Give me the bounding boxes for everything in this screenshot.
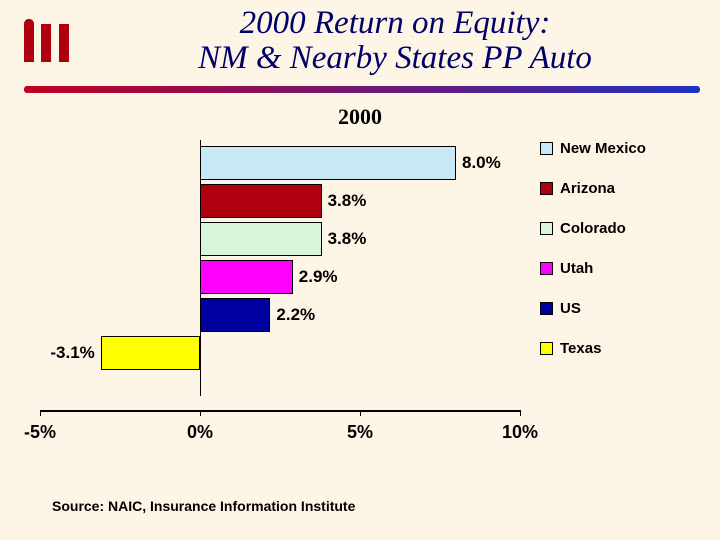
title-line-2: NM & Nearby States PP Auto xyxy=(90,41,700,76)
iii-logo xyxy=(24,24,72,62)
legend-label: New Mexico xyxy=(560,140,646,157)
legend-label: Utah xyxy=(560,260,593,277)
legend-label: Colorado xyxy=(560,220,626,237)
bar-arizona xyxy=(200,184,322,218)
x-tick xyxy=(200,410,201,416)
legend-swatch xyxy=(540,302,553,315)
legend-label: Arizona xyxy=(560,180,615,197)
bar-texas xyxy=(101,336,200,370)
source-citation: Source: NAIC, Insurance Information Inst… xyxy=(52,498,355,514)
legend-swatch xyxy=(540,222,553,235)
legend-swatch xyxy=(540,342,553,355)
chart-title: 2000 xyxy=(0,104,720,130)
bar-value-label: 3.8% xyxy=(328,229,367,249)
bar-value-label: -3.1% xyxy=(50,343,94,363)
bar-colorado xyxy=(200,222,322,256)
x-tick-label: -5% xyxy=(24,422,56,443)
roe-bar-chart: 8.0%3.8%3.8%2.9%2.2%-3.1%-5%0%5%10% New … xyxy=(40,140,680,450)
title-line-1: 2000 Return on Equity: xyxy=(90,6,700,41)
x-tick-label: 0% xyxy=(187,422,213,443)
bar-value-label: 8.0% xyxy=(462,153,501,173)
x-tick-label: 5% xyxy=(347,422,373,443)
bar-new-mexico xyxy=(200,146,456,180)
x-tick xyxy=(360,410,361,416)
bar-value-label: 2.2% xyxy=(276,305,315,325)
x-axis-line xyxy=(40,410,520,412)
x-tick xyxy=(520,410,521,416)
plot-area: 8.0%3.8%3.8%2.9%2.2%-3.1%-5%0%5%10% xyxy=(40,140,520,450)
legend-swatch xyxy=(540,142,553,155)
slide-title: 2000 Return on Equity: NM & Nearby State… xyxy=(90,6,700,75)
x-tick xyxy=(40,410,41,416)
bar-value-label: 3.8% xyxy=(328,191,367,211)
bar-us xyxy=(200,298,270,332)
bar-value-label: 2.9% xyxy=(299,267,338,287)
bar-utah xyxy=(200,260,293,294)
legend-swatch xyxy=(540,182,553,195)
legend-label: US xyxy=(560,300,581,317)
gradient-divider xyxy=(24,86,700,93)
legend-swatch xyxy=(540,262,553,275)
x-tick-label: 10% xyxy=(502,422,538,443)
legend-label: Texas xyxy=(560,340,601,357)
